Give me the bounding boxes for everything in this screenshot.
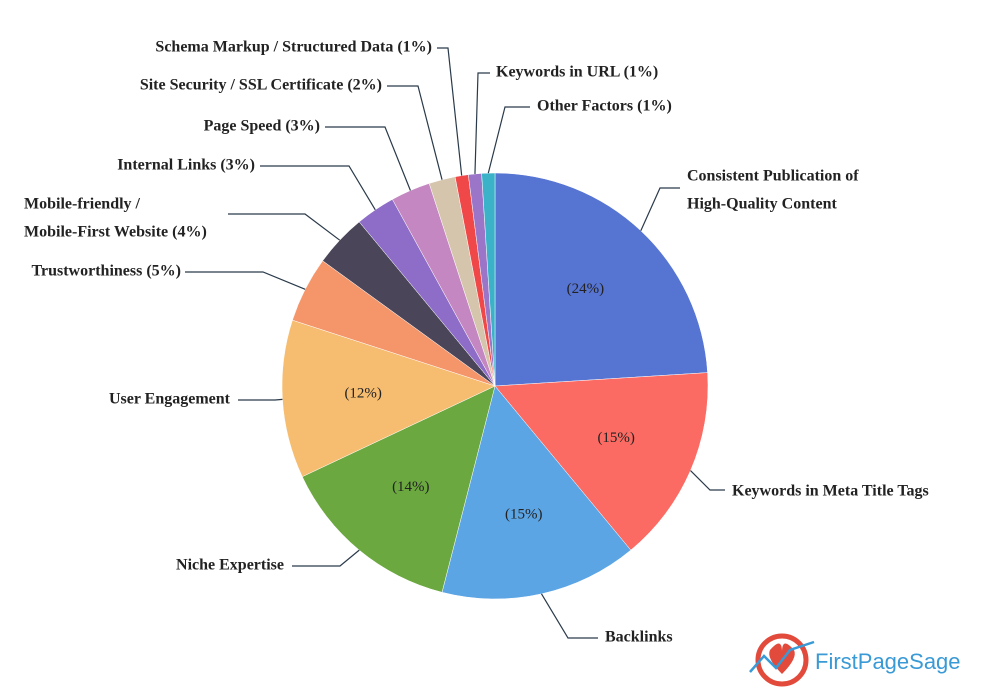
- logo: FirstPageSage: [749, 633, 961, 687]
- pie-slice: [494, 372, 709, 551]
- category-label: User Engagement: [109, 391, 231, 408]
- leader-line: [228, 213, 341, 241]
- slice-label: (12%): [344, 386, 382, 402]
- leader-line: [387, 85, 443, 180]
- leader-line: [474, 72, 490, 174]
- pie-slice: [281, 319, 496, 478]
- leader-line: [185, 271, 306, 290]
- slice-label: (15%): [505, 506, 543, 522]
- category-label: Backlinks: [605, 629, 673, 646]
- leader-line: [325, 126, 411, 191]
- category-label: Page Speed (3%): [204, 118, 320, 135]
- slice-label: (15%): [597, 430, 635, 446]
- category-label: Keywords in URL (1%): [496, 64, 658, 81]
- leader-line: [292, 549, 360, 567]
- category-label: High-Quality Content: [687, 196, 837, 213]
- category-label: Other Factors (1%): [537, 98, 672, 115]
- category-label: Consistent Publication of: [687, 168, 859, 185]
- leader-line: [690, 470, 725, 491]
- slice-label: (24%): [567, 281, 605, 297]
- category-label: Mobile-First Website (4%): [24, 224, 207, 241]
- logo-line: [749, 640, 815, 673]
- leader-line: [640, 187, 680, 231]
- leader-line: [260, 165, 376, 211]
- category-label: Internal Links (3%): [117, 157, 255, 174]
- leader-line: [540, 593, 598, 639]
- pie-slice: [301, 385, 496, 593]
- leader-line: [487, 106, 530, 174]
- category-label: Schema Markup / Structured Data (1%): [155, 39, 432, 56]
- pie-slice: [441, 385, 632, 600]
- leader-line: [437, 47, 463, 176]
- category-label: Site Security / SSL Certificate (2%): [140, 77, 382, 94]
- leader-line: [238, 398, 283, 401]
- category-label: Mobile-friendly /: [24, 196, 141, 213]
- logo-text: FirstPageSage: [815, 649, 961, 674]
- category-label: Trustworthiness (5%): [32, 263, 181, 280]
- category-label: Keywords in Meta Title Tags: [732, 483, 929, 500]
- logo-ring: [755, 633, 809, 687]
- category-label: Niche Expertise: [176, 557, 284, 574]
- pie-slice: [494, 172, 708, 387]
- slice-label: (14%): [392, 479, 430, 495]
